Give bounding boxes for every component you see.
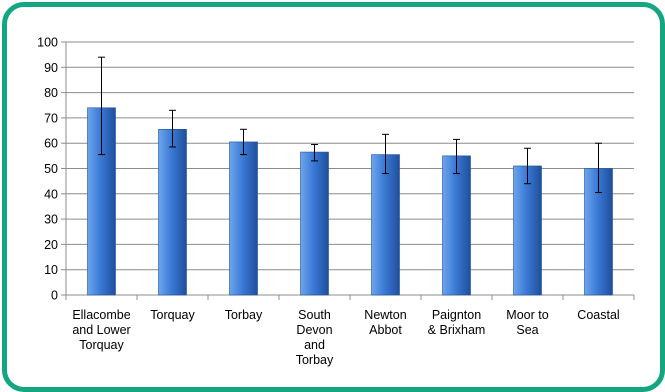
x-tick-label: Ellacombe and Lower Torquay bbox=[72, 308, 130, 352]
y-tick-label: 10 bbox=[44, 263, 58, 277]
y-tick-label: 40 bbox=[44, 187, 58, 201]
axes bbox=[61, 41, 635, 300]
y-tick-label: 100 bbox=[37, 36, 58, 50]
y-tick-label: 0 bbox=[51, 289, 58, 303]
y-tick-labels: 0 10 20 30 40 50 60 70 80 90 100 bbox=[37, 36, 58, 303]
bar bbox=[513, 165, 542, 296]
bar bbox=[158, 128, 187, 296]
y-tick-label: 90 bbox=[44, 61, 58, 75]
y-tick-label: 70 bbox=[44, 111, 58, 125]
y-tick-label: 30 bbox=[44, 213, 58, 227]
error-bars bbox=[98, 56, 602, 194]
gridlines bbox=[66, 41, 634, 271]
x-tick-label: Torquay bbox=[150, 308, 195, 322]
x-tick-labels: Ellacombe and Lower Torquay Torquay Torbay So… bbox=[72, 308, 619, 367]
bar bbox=[371, 154, 400, 296]
bars bbox=[87, 107, 613, 296]
bar bbox=[229, 141, 258, 296]
y-tick-label: 80 bbox=[44, 86, 58, 100]
y-tick-label: 60 bbox=[44, 137, 58, 151]
x-tick-label: Paignton & Brixham bbox=[428, 308, 486, 337]
bar bbox=[300, 151, 329, 296]
bar bbox=[442, 155, 471, 296]
y-tick-label: 20 bbox=[44, 238, 58, 252]
x-tick-label: Torbay bbox=[225, 308, 263, 322]
x-tick-label: Coastal bbox=[577, 308, 619, 322]
y-tick-label: 50 bbox=[44, 162, 58, 176]
x-tick-label: South Devon and Torbay bbox=[296, 308, 334, 367]
x-tick-label: Moor to Sea bbox=[506, 308, 548, 337]
x-tick-label: Newton Abbot bbox=[364, 308, 406, 337]
